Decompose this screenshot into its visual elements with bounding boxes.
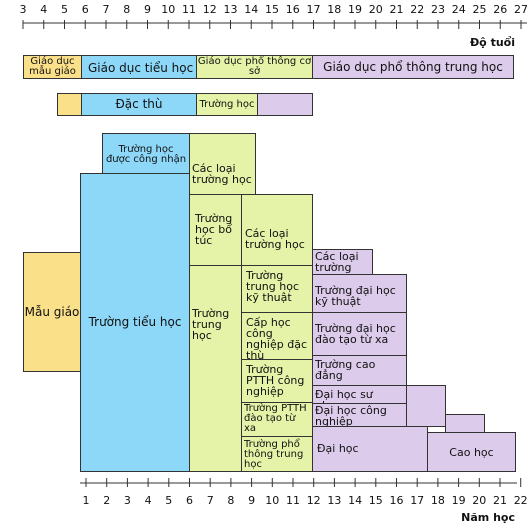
year-tick-label: 17 [410, 494, 425, 507]
year-tick-label: 9 [248, 494, 256, 507]
age-tick-label: 16 [285, 3, 300, 16]
age-tick-label: 3 [19, 3, 27, 16]
age-tick-label: 20 [368, 3, 383, 16]
year-tick-label: 20 [472, 494, 487, 507]
block-higher-step-2 [445, 414, 485, 433]
block-higher-step-1 [406, 385, 446, 427]
year-tick-label: 4 [144, 494, 152, 507]
special-preschool [57, 93, 82, 116]
block-recognized-school: Trường học được công nhận [102, 133, 190, 174]
age-tick-label: 4 [40, 3, 48, 16]
block-distance-high-school: Trường PTTH đào tạo từ xa [241, 402, 313, 437]
block-other-schools-2: Các loại trường học [241, 194, 313, 266]
stage-primary: Giáo dục tiểu học [81, 55, 197, 79]
age-tick-label: 26 [493, 3, 508, 16]
year-tick-label: 10 [265, 494, 280, 507]
special-school: Trường học [196, 93, 258, 116]
year-tick-label: 22 [513, 494, 528, 507]
block-other-schools-3: Các loại trường học [312, 249, 373, 275]
block-industrial-high-school: Trường PTTH công nghiệp [241, 359, 313, 403]
age-tick-label: 5 [61, 3, 68, 16]
year-tick-label: 2 [103, 494, 111, 507]
stage-lower-secondary: Giáo dục phổ thông cơ sở [196, 55, 313, 79]
age-axis-title: Độ tuổi [469, 36, 515, 49]
stage-upper-secondary: Giáo dục phổ thông trung học [312, 55, 514, 79]
age-tick-label: 25 [472, 3, 487, 16]
age-tick-label: 14 [244, 3, 259, 16]
age-tick-label: 22 [410, 3, 425, 16]
year-tick-label: 1 [82, 494, 90, 507]
special-primary: Đặc thù [81, 93, 197, 116]
year-axis [80, 478, 522, 487]
year-tick-label: 18 [430, 494, 445, 507]
year-tick-label: 19 [451, 494, 466, 507]
year-tick-label: 14 [348, 494, 363, 507]
year-tick-label: 11 [286, 494, 300, 507]
block-college: Trường cao đẳng [312, 355, 407, 386]
block-technical-school: Trường trung học kỹ thuật [241, 265, 313, 313]
age-tick-label: 6 [81, 3, 89, 16]
block-graduate: Cao học [427, 432, 516, 472]
block-secondary-school: Trường trung học [189, 265, 242, 472]
year-tick-label: 3 [123, 494, 131, 507]
special-higher [257, 93, 313, 116]
age-tick-label: 24 [451, 3, 466, 16]
age-tick-label: 19 [348, 3, 362, 16]
block-industrial-university: Đại học công nghiệp [312, 403, 407, 427]
year-tick-label: 5 [165, 494, 173, 507]
age-tick-label: 8 [123, 3, 131, 16]
block-university: Đại học [312, 426, 428, 472]
block-other-schools-1: Các loại trường học [189, 133, 256, 195]
age-tick-label: 7 [102, 3, 110, 16]
block-general-high-school: Trường phổ thông trung học [241, 436, 313, 472]
age-tick-label: 13 [223, 3, 238, 16]
year-tick-label: 12 [306, 494, 321, 507]
age-tick-label: 23 [431, 3, 445, 16]
age-tick-label: 11 [182, 3, 196, 16]
block-supplementary-school: Trường học bổ túc [189, 194, 242, 266]
year-tick-label: 16 [389, 494, 404, 507]
year-tick-label: 8 [227, 494, 235, 507]
block-special-industrial: Cấp học công nghiệp đặc thù [241, 312, 313, 360]
block-kindergarten: Mẫu giáo [23, 252, 81, 372]
block-tech-university: Trường đại học kỹ thuật [312, 274, 407, 313]
age-tick-label: 21 [389, 3, 404, 16]
year-tick-label: 7 [206, 494, 214, 507]
age-tick-label: 12 [202, 3, 217, 16]
age-axis [22, 20, 527, 29]
age-tick-label: 27 [514, 3, 528, 16]
block-distance-university: Trường đại học đào tạo từ xa [312, 312, 407, 356]
age-tick-label: 9 [144, 3, 151, 16]
stage-preschool: Giáo dục mẫu giáo [23, 55, 82, 79]
block-primary-school: Trường tiểu học [80, 173, 190, 472]
year-tick-label: 6 [186, 494, 193, 507]
block-pedagogical-university: Đại học sư phạm [312, 385, 407, 404]
age-tick-label: 10 [161, 3, 176, 16]
year-axis-title: Năm học [461, 511, 515, 524]
year-tick-label: 15 [368, 494, 383, 507]
age-tick-label: 15 [265, 3, 279, 16]
year-tick-label: 13 [327, 494, 342, 507]
year-tick-label: 21 [493, 494, 507, 507]
age-tick-label: 18 [327, 3, 342, 16]
age-tick-label: 17 [306, 3, 321, 16]
